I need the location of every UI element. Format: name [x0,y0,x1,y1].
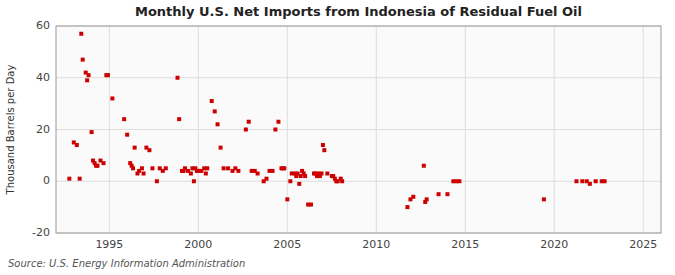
point [282,166,286,170]
point [140,166,144,170]
point [85,78,89,82]
y-tick-label: -20 [32,226,50,239]
x-tick-label: 2020 [540,238,568,251]
x-tick-label: 2000 [184,238,212,251]
point [236,169,240,173]
point [177,117,181,121]
point [285,197,289,201]
point [319,171,323,175]
point [205,166,209,170]
point [102,161,106,165]
point [437,192,441,196]
title: Monthly U.S. Net Imports from Indonesia … [135,4,582,19]
point [78,177,82,181]
point [542,197,546,201]
point [192,179,196,183]
y-tick-label: 40 [36,71,50,84]
point [226,166,230,170]
point [297,182,301,186]
axes: -20 0 20 40 60 1995 2000 2005 2010 2015 2020 2025 [32,19,657,251]
point [216,122,220,126]
point [425,197,429,201]
point [405,205,409,209]
point [273,128,277,132]
point [276,120,280,124]
point [147,148,151,152]
point [422,164,426,168]
x-grid-line [554,26,555,233]
x-tick-label: 2025 [629,238,657,251]
point [79,32,83,36]
point [204,171,208,175]
x-grid-line [198,26,199,233]
point [155,179,159,183]
x-grid-line [287,26,288,233]
point [256,171,260,175]
point [150,166,154,170]
point [67,177,71,181]
point [457,179,461,183]
point [303,174,307,178]
point [95,164,99,168]
plot-area [56,26,661,233]
grid [56,26,661,233]
x-tick-label: 1995 [95,238,123,251]
point [164,166,168,170]
point [87,73,91,77]
x-grid-line [109,26,110,233]
point [142,171,146,175]
source-note: Source: U.S. Energy Information Administ… [8,258,245,269]
point [213,109,217,113]
point [309,203,313,207]
x-tick-label: 2005 [273,238,301,251]
point [122,117,126,121]
y-tick-label: 20 [36,123,50,136]
point [219,146,223,150]
point [594,179,598,183]
y-grid-line [56,181,661,182]
y-tick-label: 60 [36,19,50,32]
point [81,58,85,62]
point [75,143,79,147]
point [271,169,275,173]
chart: -20 0 20 40 60 1995 2000 2005 2010 2015 2020 2025 Mo… [0,0,675,275]
point [133,146,137,150]
point [90,130,94,134]
x-grid-line [643,26,644,233]
points [67,32,606,209]
point [247,120,251,124]
point [265,177,269,181]
x-tick-label: 2015 [451,238,479,251]
point [603,179,607,183]
point [125,133,129,137]
point [340,179,344,183]
point [222,166,226,170]
y-axis-label: Thousand Barrels per Day [5,65,16,196]
point [189,171,193,175]
point [288,179,292,183]
y-grid-line [56,77,661,78]
point [325,171,329,175]
point [131,166,135,170]
point [588,182,592,186]
x-grid-line [465,26,466,233]
point [244,128,248,132]
point [210,99,214,103]
plot-frame [56,26,661,233]
point [445,192,449,196]
point [580,179,584,183]
point [411,195,415,199]
point [110,96,114,100]
point [106,73,110,77]
x-tick-label: 2010 [362,238,390,251]
point [176,76,180,80]
point [321,143,325,147]
point [322,148,326,152]
y-tick-label: 0 [43,174,50,187]
x-grid-line [376,26,377,233]
point [574,179,578,183]
y-grid-line [56,129,661,130]
